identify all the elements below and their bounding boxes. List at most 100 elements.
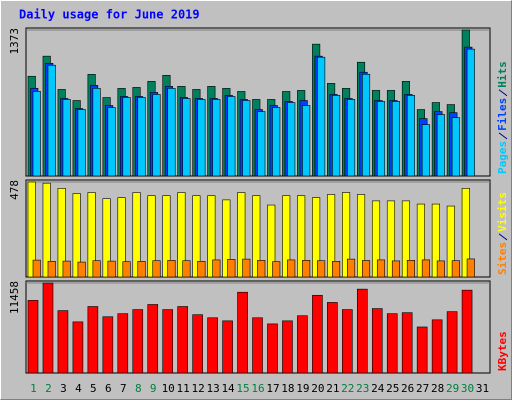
bar (77, 261, 86, 278)
bar (177, 306, 188, 374)
bar (317, 260, 326, 278)
x-tick-label: 16 (251, 382, 264, 395)
bar (347, 99, 356, 177)
y-tick-label: 478 (8, 180, 21, 200)
bar (342, 309, 353, 374)
legend-label: Sites (496, 242, 509, 275)
bar (312, 294, 323, 374)
x-tick-label: 8 (135, 382, 142, 395)
bar (62, 99, 71, 177)
legend-label: Hits (496, 61, 509, 88)
bar (92, 260, 101, 278)
bar (327, 194, 336, 278)
bar (361, 260, 371, 278)
chart-title: Daily usage for June 2019 (19, 8, 200, 22)
bar (207, 317, 218, 374)
bar (451, 117, 460, 177)
bar (302, 105, 311, 177)
bar (132, 192, 141, 278)
bar (152, 260, 161, 278)
bar (267, 323, 278, 374)
bar (102, 198, 111, 278)
bar (237, 192, 246, 278)
bar (466, 258, 475, 278)
bar (406, 260, 415, 278)
bar (72, 321, 84, 374)
bar (107, 260, 116, 278)
bar (287, 259, 296, 278)
bar (197, 99, 206, 177)
x-tick-label: 3 (60, 382, 67, 395)
bar (222, 199, 231, 278)
bar (252, 195, 261, 278)
bar (87, 306, 99, 374)
bar (421, 259, 430, 278)
legend-label: Visits (496, 192, 509, 232)
bar (431, 203, 440, 278)
bar (386, 200, 396, 278)
x-tick-label: 17 (266, 382, 279, 395)
x-tick-label: 20 (311, 382, 324, 395)
bar (152, 94, 161, 177)
bar (242, 100, 251, 177)
bar (446, 311, 458, 374)
bar (32, 91, 41, 177)
bar (252, 317, 263, 374)
x-tick-label: 13 (206, 382, 219, 395)
legend-label: KBytes (496, 331, 509, 371)
x-tick-label: 5 (90, 382, 97, 395)
bar (77, 109, 86, 177)
legend-separator (498, 233, 508, 241)
bar (167, 88, 176, 177)
bar (147, 195, 156, 278)
bar (257, 260, 266, 278)
bar (406, 95, 415, 177)
bar (72, 193, 81, 278)
bar (227, 96, 236, 177)
bar (182, 98, 191, 177)
bar (371, 200, 381, 278)
x-tick-label: 1 (30, 382, 37, 395)
bar (267, 204, 276, 278)
x-tick-label: 12 (192, 382, 205, 395)
bar (57, 188, 66, 278)
bar (192, 314, 203, 374)
bar (42, 182, 51, 278)
x-tick-label: 10 (162, 382, 175, 395)
bar (27, 181, 36, 278)
x-tick-label: 31 (476, 382, 489, 395)
x-tick-label: 14 (221, 382, 235, 395)
bar (62, 260, 71, 278)
bar (287, 102, 296, 177)
bar (401, 312, 413, 374)
bar (466, 48, 475, 177)
bar (207, 195, 216, 278)
bar (272, 261, 281, 278)
x-tick-label: 28 (431, 382, 444, 395)
bar (332, 95, 341, 177)
bar (47, 260, 56, 278)
bar (436, 114, 445, 177)
bar (242, 258, 251, 278)
x-tick-label: 30 (461, 382, 474, 395)
bar (282, 320, 293, 374)
bar (212, 259, 221, 278)
bar (32, 259, 41, 278)
bar (297, 195, 306, 278)
bar (122, 261, 131, 278)
bar (446, 205, 455, 278)
bar (197, 260, 206, 278)
bar (47, 64, 56, 177)
bar (356, 288, 368, 374)
bar (461, 289, 473, 374)
bar (182, 260, 191, 278)
bar (327, 302, 338, 374)
x-tick-label: 18 (281, 382, 294, 395)
bar (177, 192, 186, 278)
bar (92, 88, 101, 177)
bar (117, 313, 129, 374)
bar (421, 124, 430, 177)
bar (386, 313, 398, 374)
legend-separator (498, 132, 508, 140)
